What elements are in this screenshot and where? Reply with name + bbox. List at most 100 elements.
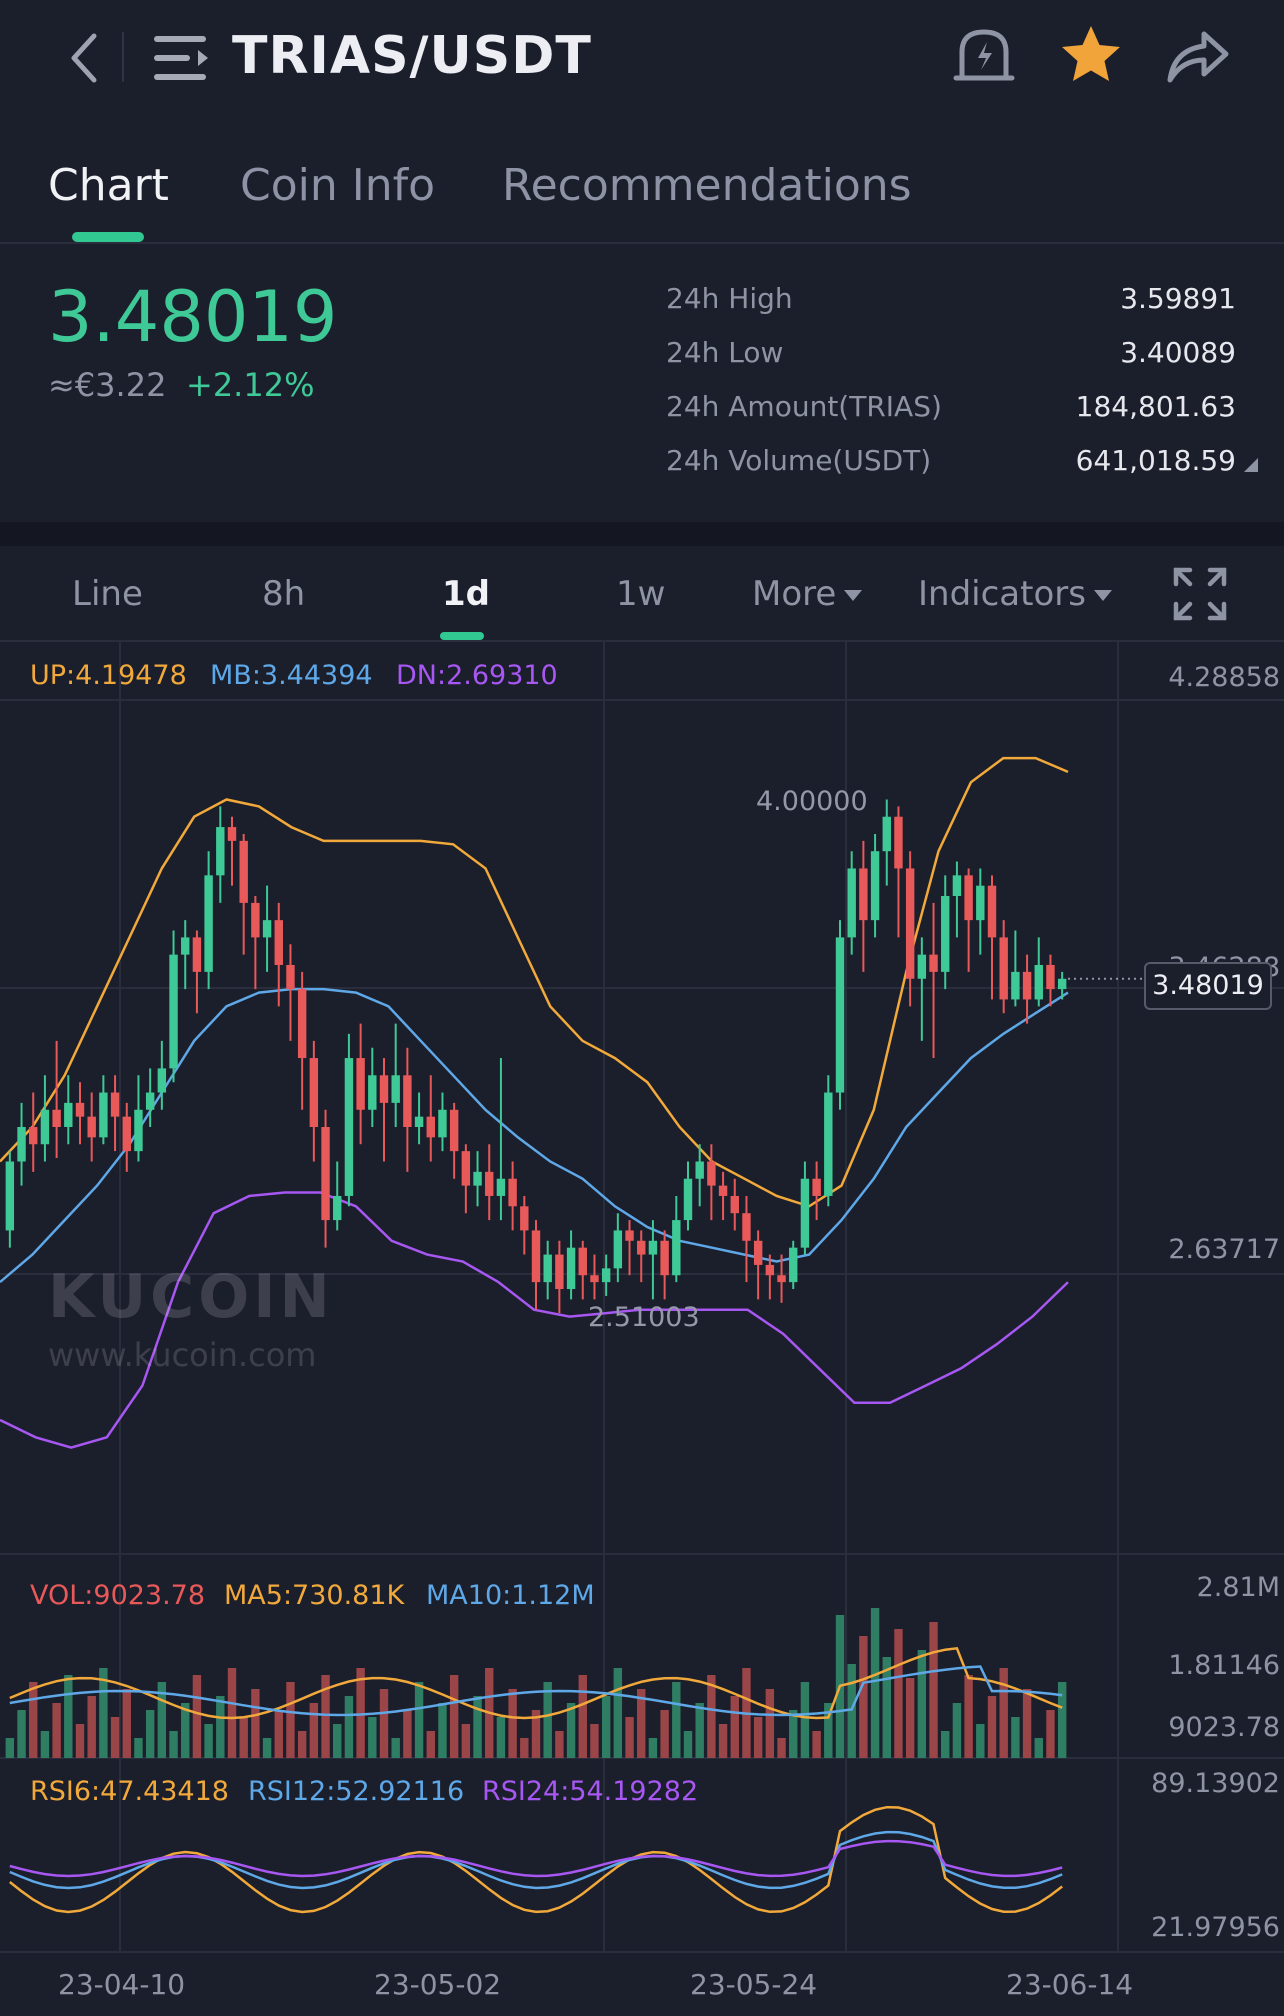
indicators-label: Indicators (918, 574, 1086, 614)
volume-bar (941, 1731, 949, 1758)
candle-body (134, 1110, 142, 1151)
candle-body (719, 1186, 727, 1196)
share-button[interactable] (1164, 26, 1232, 88)
volume-bar (1011, 1717, 1019, 1758)
candle-body (777, 1275, 785, 1282)
candle-body (391, 1075, 399, 1103)
volume-bar (286, 1682, 294, 1758)
volume-bar (567, 1703, 575, 1758)
tab-recommendations[interactable]: Recommendations (502, 160, 912, 211)
candle-body (859, 868, 867, 920)
candle-body (497, 1179, 505, 1196)
share-icon (1164, 26, 1232, 88)
candle-body (438, 1110, 446, 1138)
rsi-lines (10, 1807, 1062, 1912)
volume-bar (964, 1675, 972, 1758)
candle-body (964, 875, 972, 920)
volume-bar (777, 1738, 785, 1758)
candle-body (158, 1068, 166, 1092)
candle-body (637, 1241, 645, 1255)
candle-body (812, 1179, 820, 1196)
favorite-button[interactable] (1058, 22, 1124, 88)
candle-body (766, 1265, 774, 1275)
detail-tabs: Chart Coin Info Recommendations (0, 140, 1284, 244)
candle-body (485, 1172, 493, 1196)
volume-bar (707, 1675, 715, 1758)
volume-ma10-line (10, 1667, 1062, 1716)
interval-1w[interactable]: 1w (616, 574, 665, 614)
volume-bar (29, 1682, 37, 1758)
candle-body (567, 1248, 575, 1289)
volume-bar (579, 1675, 587, 1758)
pair-list-button[interactable] (152, 30, 214, 86)
volume-bar (1046, 1710, 1054, 1758)
candle-body (64, 1103, 72, 1127)
volume-bar (497, 1717, 505, 1758)
candle-body (906, 868, 914, 978)
candle-body (941, 896, 949, 972)
indicators-dropdown[interactable]: Indicators (918, 574, 1112, 614)
chevron-left-icon (60, 28, 110, 88)
stat-value: 184,801.63 (1076, 390, 1236, 423)
volume-bar (123, 1689, 131, 1758)
stat-value: 641,018.59 (1076, 444, 1236, 477)
price-axis-label: 4.28858 (1168, 662, 1280, 693)
fullscreen-button[interactable] (1172, 566, 1228, 622)
candle-body (356, 1058, 364, 1110)
corner-flag-icon (1244, 458, 1258, 472)
volume-bar (555, 1731, 563, 1758)
kline-chart[interactable]: KUCOIN www.kucoin.com UP:4.19478 MB:3.44… (0, 642, 1284, 2016)
high-annotation: 4.00000 (756, 786, 868, 817)
date-axis-label: 23-05-24 (690, 1968, 817, 2001)
more-label: More (752, 574, 836, 614)
volume-bar (134, 1738, 142, 1758)
volume-bar (356, 1668, 364, 1758)
candle-body (988, 886, 996, 938)
candle-body (672, 1220, 680, 1275)
candle-body (742, 1213, 750, 1241)
candle-body (111, 1093, 119, 1117)
volume-bar (999, 1668, 1007, 1758)
candle-body (999, 937, 1007, 999)
volume-bar (403, 1710, 411, 1758)
volume-bar (228, 1668, 236, 1758)
section-separator (0, 522, 1284, 546)
candle-body (824, 1093, 832, 1196)
volume-bar (754, 1717, 762, 1758)
pair-title[interactable]: TRIAS/USDT (232, 26, 592, 86)
candle-body (204, 875, 212, 972)
candle-body (660, 1241, 668, 1275)
stat-24h-amount: 24h Amount(TRIAS) 184,801.63 (666, 390, 1236, 430)
candle-body (310, 1058, 318, 1127)
price-axis-label: 1.81146 (1168, 1650, 1280, 1681)
interval-8h[interactable]: 8h (262, 574, 305, 614)
more-dropdown[interactable]: More (752, 574, 862, 614)
candle-body (1058, 979, 1066, 989)
candle-body (684, 1179, 692, 1220)
tab-coin-info[interactable]: Coin Info (240, 160, 435, 211)
candle-body (427, 1117, 435, 1138)
tab-chart[interactable]: Chart (48, 160, 169, 211)
candle-body (707, 1161, 715, 1185)
price-alert-button[interactable] (952, 24, 1016, 88)
volume-bar (41, 1731, 49, 1758)
volume-bar (906, 1678, 914, 1758)
volume-bar (17, 1710, 25, 1758)
header-divider (122, 32, 124, 82)
interval-line[interactable]: Line (72, 574, 143, 614)
candle-body (29, 1127, 37, 1144)
stat-label: 24h Low (666, 336, 783, 369)
volume-bar (988, 1696, 996, 1758)
interval-1d[interactable]: 1d (442, 574, 490, 614)
volume-bar (508, 1689, 516, 1758)
volume-bar (263, 1738, 271, 1758)
candle-body (731, 1196, 739, 1213)
candle-body (415, 1117, 423, 1127)
price-panel: 3.48019 ≈€3.22 +2.12% 24h High 3.59891 2… (0, 246, 1284, 522)
volume-bar (111, 1717, 119, 1758)
volume-bar (6, 1738, 14, 1758)
volume-bar (415, 1682, 423, 1758)
volume-bar (929, 1622, 937, 1758)
back-button[interactable] (60, 28, 110, 88)
stat-value: 3.59891 (1120, 282, 1236, 315)
